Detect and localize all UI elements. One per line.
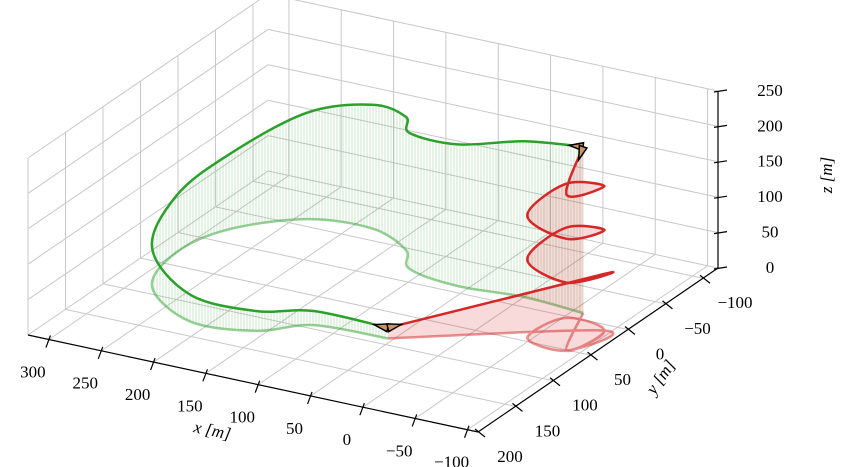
z-tick [713,89,728,93]
y-tick [549,377,561,387]
x-tick [359,402,365,416]
grid-line [27,28,269,194]
y-tick-label: 50 [614,370,631,389]
ground-track [387,312,615,353]
z-tick [713,231,728,235]
x-tick [45,335,51,348]
z-axis-label: z [m] [817,157,836,194]
x-tick-label: −50 [386,441,413,460]
y-tick-label: 100 [572,396,598,415]
y-tick [587,351,598,361]
curtain [387,146,614,352]
x-tick-label: 200 [125,385,151,404]
grid-line [27,99,269,265]
aircraft-marker [577,144,589,163]
x-tick-label: 0 [343,430,352,449]
z-tick-label: 150 [757,152,783,171]
y-tick [474,428,486,438]
x-axis-label: x [m] [191,417,232,444]
z-tick-label: 250 [757,81,783,100]
y-tick [624,326,636,335]
grid-line [293,0,719,92]
y-tick-label: −50 [684,319,711,338]
y-tick-label: 200 [497,447,523,466]
z-tick [713,124,728,128]
grid-line [267,28,719,127]
z-tick-label: 50 [762,223,779,242]
z-tick [713,195,728,199]
aircraft-marker [385,323,405,333]
z-tick [713,266,728,270]
grid-line [65,308,516,407]
z-tick-label: 100 [757,187,783,206]
trajectory [150,103,584,330]
y-tick [662,300,673,310]
y-tick-label: 150 [535,421,561,440]
y-axis-line [477,267,719,433]
x-tick-label: 300 [20,362,46,381]
y-tick [699,274,711,284]
x-tick [463,425,470,438]
x-tick-label: 150 [177,396,203,415]
trajectory [387,146,615,330]
x-tick [150,357,156,371]
grid-line [267,64,719,163]
x-tick [97,346,104,360]
x-tick-label: 50 [286,419,303,438]
y-tick [512,402,523,412]
x-tick-label: −100 [434,453,469,467]
grid-line [27,64,269,230]
y-tick-label: 0 [656,344,665,363]
x-axis-line [27,334,479,433]
x-tick [411,414,418,427]
y-axis-label: y [m] [641,356,679,399]
y-tick-label: −100 [717,293,752,312]
grid-line [153,197,394,363]
axes: −100 −50 0 50 100 150 200 250 300 −100 −50 0 50 100 15… [20,81,783,467]
z-tick [713,160,728,164]
grid-line [467,265,708,431]
ground-track [150,217,584,340]
z-tick-label: 0 [766,258,775,277]
plot-area [150,103,615,353]
curtain [151,104,584,339]
grid-line [140,257,591,356]
z-tick-label: 200 [757,116,783,135]
x-tick-label: 250 [73,374,99,393]
x-tick [306,391,313,405]
grid-line [27,0,261,159]
x-tick [202,369,208,382]
x-tick [254,380,261,393]
x-tick-label: 100 [229,408,255,427]
